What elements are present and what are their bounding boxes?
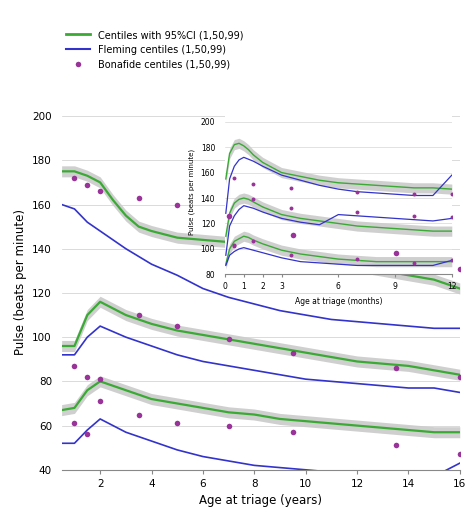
Point <box>456 373 464 381</box>
Point <box>83 181 91 189</box>
Point <box>71 362 78 370</box>
Point <box>173 200 181 209</box>
Point <box>173 419 181 428</box>
Point <box>392 441 400 449</box>
Point <box>71 419 78 428</box>
Point <box>135 311 143 319</box>
Point <box>456 450 464 458</box>
Point <box>289 231 297 240</box>
Point <box>96 397 104 406</box>
Point <box>173 322 181 330</box>
Legend: Centiles with 95%CI (1,50,99), Fleming centiles (1,50,99), Bonafide centiles (1,: Centiles with 95%CI (1,50,99), Fleming c… <box>62 26 247 74</box>
Point <box>289 349 297 357</box>
Point <box>456 265 464 273</box>
Point <box>83 373 91 381</box>
Point <box>71 174 78 182</box>
Y-axis label: Pulse (beats per minute): Pulse (beats per minute) <box>14 209 27 355</box>
Point <box>225 421 232 430</box>
Point <box>392 249 400 257</box>
Point <box>96 187 104 195</box>
Point <box>289 428 297 436</box>
Point <box>96 375 104 383</box>
X-axis label: Age at triage (years): Age at triage (years) <box>199 494 322 507</box>
Point <box>392 364 400 372</box>
Point <box>135 194 143 202</box>
Point <box>225 335 232 343</box>
Point <box>83 430 91 438</box>
Point <box>225 211 232 220</box>
Point <box>135 410 143 419</box>
